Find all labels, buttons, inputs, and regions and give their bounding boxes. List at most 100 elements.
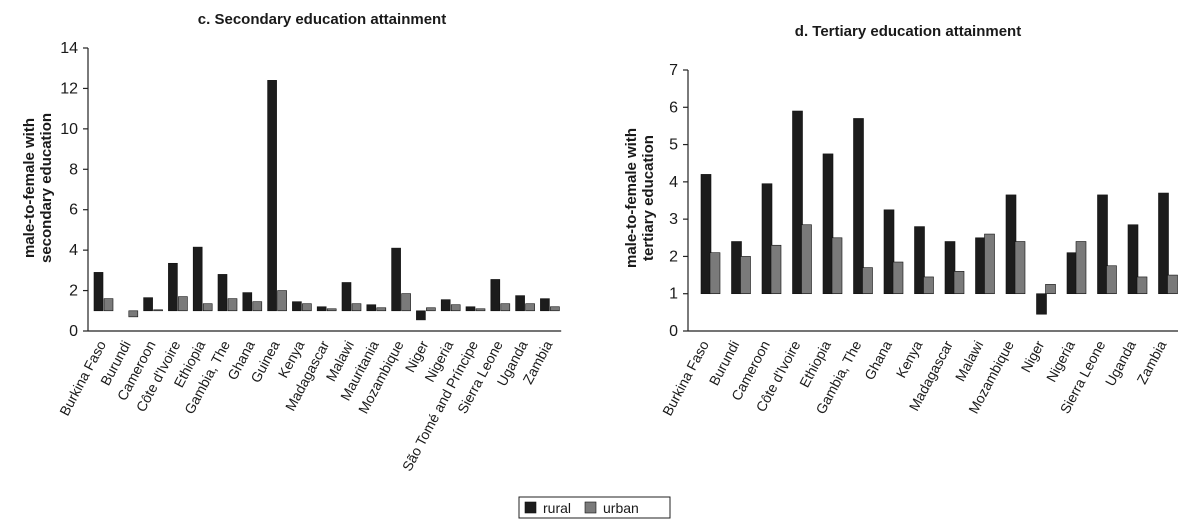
bar-urban <box>954 271 964 293</box>
bar-urban <box>1046 284 1056 293</box>
bar-rural <box>466 307 475 311</box>
y-tick-label: 4 <box>69 242 78 259</box>
bar-urban <box>893 262 903 294</box>
y-tick-label: 5 <box>669 137 678 154</box>
bar-rural <box>491 279 500 310</box>
bar-rural <box>292 302 301 311</box>
category-label: Niger <box>1018 338 1048 375</box>
bar-urban <box>228 299 237 311</box>
bar-urban <box>1107 266 1117 294</box>
y-axis-label-line: male-to-female with <box>623 128 640 268</box>
bar-rural <box>168 263 177 311</box>
chart-panel-secondary: c. Secondary education attainment male-to… <box>21 11 561 474</box>
bar-urban <box>924 277 934 294</box>
legend-swatch-rural <box>525 502 536 513</box>
y-tick-label: 0 <box>669 323 678 340</box>
bar-rural <box>976 238 986 294</box>
bar-urban <box>832 238 842 294</box>
chart-title: d. Tertiary education attainment <box>795 23 1021 40</box>
bar-urban <box>352 304 361 311</box>
y-tick-label: 3 <box>669 211 678 228</box>
bar-urban <box>178 297 187 311</box>
bar-rural <box>243 293 252 311</box>
y-axis-label-line: secondary education <box>38 113 55 263</box>
bar-urban <box>129 311 138 317</box>
bar-rural <box>884 210 894 294</box>
chart-panel-tertiary: d. Tertiary education attainment male-to-… <box>623 23 1178 418</box>
bar-rural <box>342 282 351 310</box>
legend-label-rural: rural <box>543 500 571 516</box>
bar-rural <box>854 118 864 293</box>
bar-rural <box>268 80 277 310</box>
bar-rural <box>1006 195 1016 294</box>
bar-rural <box>823 154 833 294</box>
bar-rural <box>540 299 549 311</box>
y-tick-label: 10 <box>60 121 78 138</box>
y-axis-label: male-to-female withsecondary education <box>21 113 55 263</box>
category-label: Ghana <box>861 338 895 383</box>
bar-urban <box>377 308 386 311</box>
y-tick-label: 6 <box>669 99 678 116</box>
y-tick-label: 2 <box>669 248 678 265</box>
bar-rural <box>793 111 803 294</box>
category-label: Zambia <box>1133 338 1169 387</box>
y-tick-label: 12 <box>60 80 78 97</box>
bar-rural <box>1067 253 1077 294</box>
legend-swatch-urban <box>585 502 596 513</box>
bar-rural <box>915 227 925 294</box>
bar-urban <box>1168 275 1178 294</box>
bar-rural <box>367 305 376 311</box>
bar-urban <box>550 307 559 311</box>
bar-urban <box>154 310 163 311</box>
y-tick-label: 6 <box>69 202 78 219</box>
bar-rural <box>416 311 425 320</box>
bar-urban <box>278 291 287 311</box>
y-tick-label: 8 <box>69 161 78 178</box>
bar-urban <box>1137 277 1147 294</box>
y-tick-label: 14 <box>60 40 78 57</box>
bar-rural <box>317 307 326 311</box>
bar-urban <box>501 304 510 311</box>
bar-rural <box>945 242 955 294</box>
bar-urban <box>526 304 535 311</box>
bar-rural <box>1037 294 1047 315</box>
bar-rural <box>732 242 742 294</box>
y-axis-label-line: tertiary education <box>640 135 657 261</box>
bar-urban <box>104 299 113 311</box>
legend: rural urban <box>519 497 670 518</box>
bar-urban <box>710 253 720 294</box>
bar-urban <box>985 234 995 294</box>
bar-urban <box>302 304 311 311</box>
chart-title: c. Secondary education attainment <box>198 11 446 28</box>
bar-urban <box>426 308 435 311</box>
legend-label-urban: urban <box>603 500 639 516</box>
y-tick-label: 4 <box>669 174 678 191</box>
y-tick-label: 0 <box>69 323 78 340</box>
bar-urban <box>476 309 485 311</box>
y-tick-label: 7 <box>669 62 678 79</box>
bar-urban <box>402 294 411 311</box>
bar-urban <box>253 302 262 311</box>
bar-rural <box>701 174 711 293</box>
bar-urban <box>327 309 336 311</box>
bar-urban <box>771 245 781 293</box>
bar-rural <box>218 274 227 310</box>
bar-urban <box>863 268 873 294</box>
bar-urban <box>1076 242 1086 294</box>
y-tick-label: 1 <box>669 286 678 303</box>
bar-rural <box>516 296 525 311</box>
bar-rural <box>441 300 450 311</box>
bar-rural <box>762 184 772 294</box>
bar-rural <box>1128 225 1138 294</box>
y-axis-label-line: male-to-female with <box>21 118 38 258</box>
bar-urban <box>451 305 460 311</box>
bar-rural <box>193 247 202 311</box>
bar-rural <box>1098 195 1108 294</box>
bar-rural <box>392 248 401 311</box>
y-axis-label: male-to-female withtertiary education <box>623 128 657 268</box>
bar-urban <box>802 225 812 294</box>
bar-rural <box>94 272 103 310</box>
bar-rural <box>144 298 153 311</box>
category-label: Burkina Faso <box>659 338 712 419</box>
